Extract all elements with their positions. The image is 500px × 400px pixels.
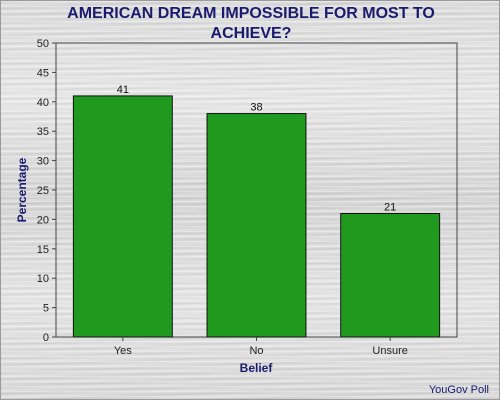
chart-title: AMERICAN DREAM IMPOSSIBLE FOR MOST TO AC… [67, 5, 435, 42]
y-tick-label: 25 [37, 185, 49, 197]
y-axis-title: Percentage [15, 157, 29, 222]
bar-unsure [340, 213, 441, 338]
x-axis-title: Belief [240, 361, 274, 375]
y-tick-label: 30 [37, 156, 49, 168]
y-tick-label: 50 [37, 38, 49, 50]
bars: 41 38 21 [72, 84, 441, 338]
data-label-unsure: 21 [384, 202, 396, 214]
x-tick-label-no: No [249, 345, 263, 357]
bar-no [206, 113, 307, 338]
data-label-no: 38 [250, 102, 262, 114]
source-note: YouGov Poll [428, 384, 489, 396]
y-tick-label: 40 [37, 97, 49, 109]
y-tick-label: 45 [37, 67, 49, 79]
y-tick-label: 5 [43, 303, 49, 315]
y-tick-label: 0 [43, 332, 49, 344]
bar-yes [72, 95, 173, 338]
x-tick-label-unsure: Unsure [372, 345, 407, 357]
y-tick-label: 20 [37, 214, 49, 226]
y-tick-label: 10 [37, 273, 49, 285]
y-axis: 0 5 10 15 20 25 30 35 40 45 50 [37, 38, 56, 344]
x-tick-label-yes: Yes [114, 345, 132, 357]
y-tick-label: 35 [37, 126, 49, 138]
x-axis: Yes No Unsure [114, 337, 408, 357]
y-tick-label: 15 [37, 244, 49, 256]
data-label-yes: 41 [117, 84, 129, 96]
